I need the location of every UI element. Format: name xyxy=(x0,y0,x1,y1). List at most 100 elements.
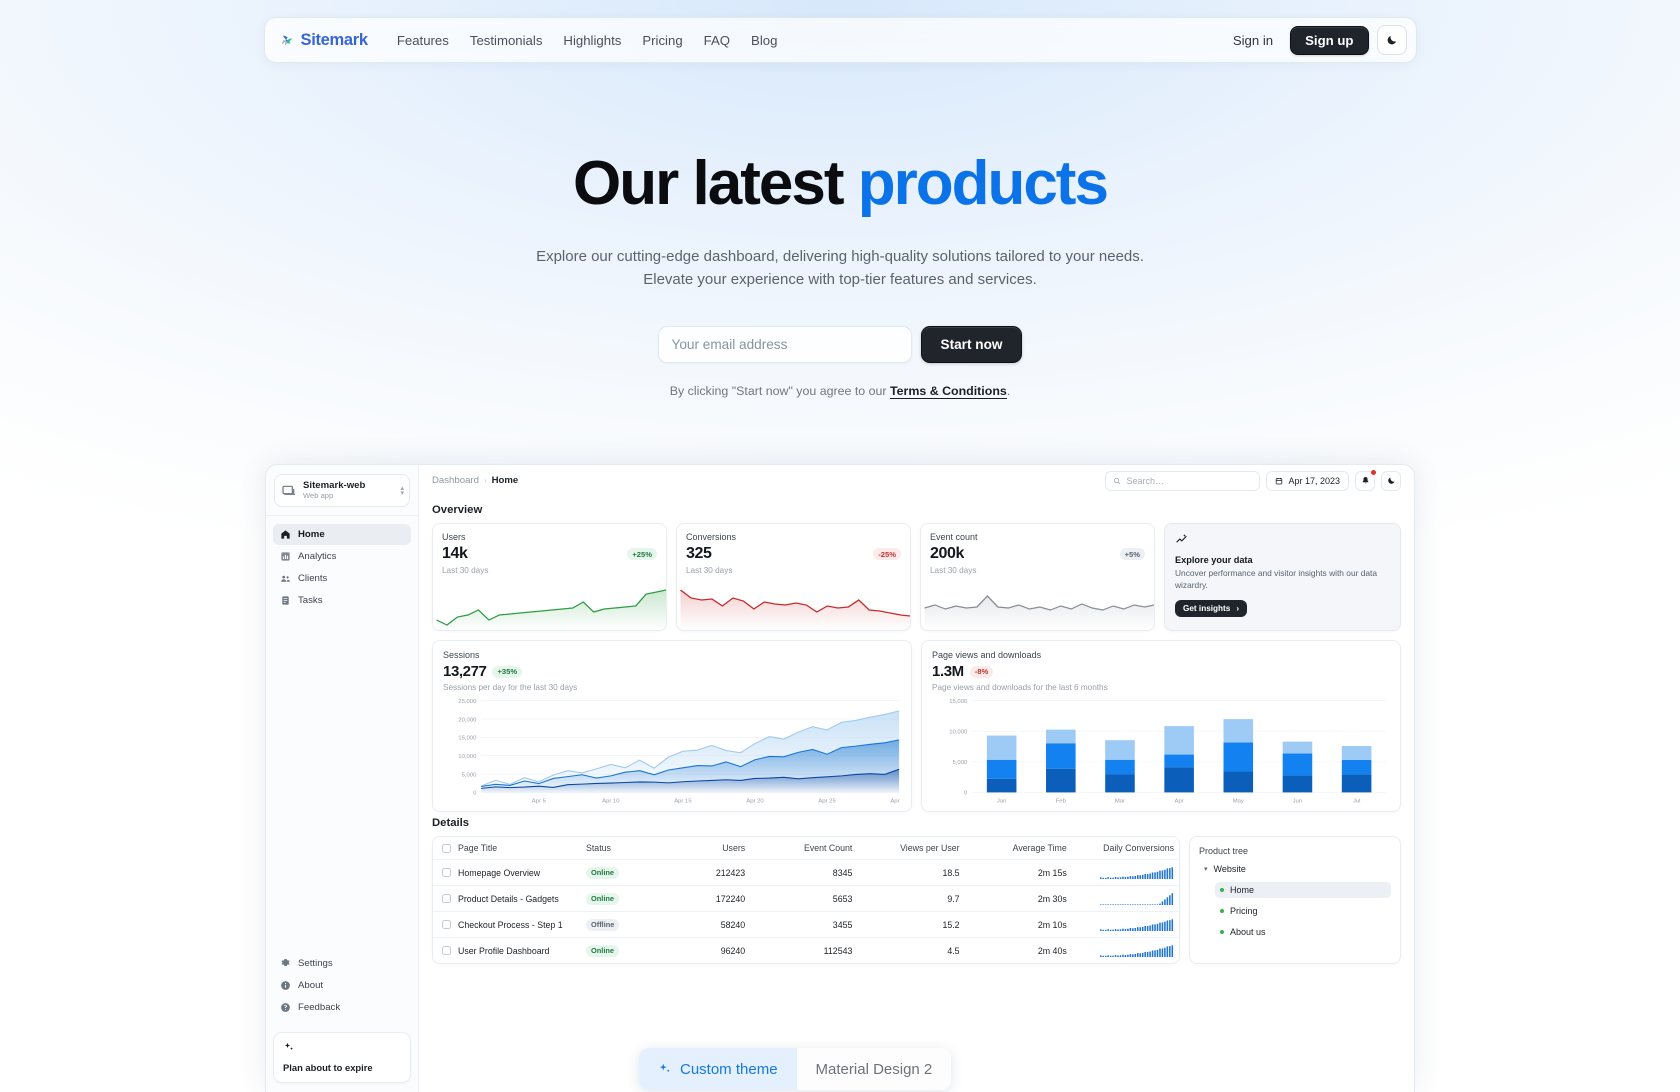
pageviews-chart-card: Page views and downloads 1.3M -8% Page v… xyxy=(921,640,1401,812)
search-input[interactable]: Search… xyxy=(1105,470,1261,491)
sidebar-spacer xyxy=(266,619,418,953)
nav-link-pricing[interactable]: Pricing xyxy=(642,32,683,48)
cell-events: 112543 xyxy=(823,945,853,956)
sidebar-item-feedback[interactable]: Feedback xyxy=(273,997,411,1018)
row-checkbox[interactable] xyxy=(442,868,451,877)
select-all-cell[interactable] xyxy=(433,837,453,860)
tree-node-label: Pricing xyxy=(1230,906,1258,916)
stat-card-row: 200k +5% xyxy=(930,545,1145,563)
table-row[interactable]: Homepage Overview Online 212423 8345 18.… xyxy=(433,859,1179,886)
col-page-title[interactable]: Page Title xyxy=(453,837,581,860)
sidebar-item-tasks[interactable]: Tasks xyxy=(273,590,411,611)
stat-card-event-count[interactable]: Event count 200k +5% Last 30 days xyxy=(920,523,1155,631)
workspace-switcher[interactable]: Sitemark-web Web app ▴ ▾ xyxy=(274,474,410,507)
get-insights-button[interactable]: Get insights › xyxy=(1175,599,1248,617)
cell-events: 3455 xyxy=(832,919,853,930)
nav-link-blog[interactable]: Blog xyxy=(751,32,778,48)
breadcrumb-dashboard[interactable]: Dashboard xyxy=(432,475,479,486)
dark-mode-toggle[interactable] xyxy=(1376,25,1407,55)
sessions-badge: +35% xyxy=(492,665,523,678)
col-daily-conversions[interactable]: Daily Conversions xyxy=(1071,837,1179,860)
stat-card-conversions[interactable]: Conversions 325 -25% Last 30 days xyxy=(676,523,911,631)
svg-text:Jun: Jun xyxy=(1293,798,1303,804)
theme-switcher-overlay: Custom theme Material Design 2 xyxy=(639,1048,952,1090)
tree-node-pricing[interactable]: Pricing xyxy=(1215,903,1391,919)
explore-data-body: Uncover performance and visitor insights… xyxy=(1175,568,1378,590)
info-icon xyxy=(281,981,290,990)
tree-node-about-us[interactable]: About us xyxy=(1215,924,1391,940)
start-now-button[interactable]: Start now xyxy=(920,325,1023,363)
breadcrumb: Dashboard › Home xyxy=(432,475,518,486)
table-row[interactable]: Product Details - Gadgets Online 172240 … xyxy=(433,885,1179,912)
moon-icon xyxy=(1387,477,1394,484)
sign-in-button[interactable]: Sign in xyxy=(1232,32,1274,48)
cell-status: Offline xyxy=(581,912,643,938)
nav-link-highlights[interactable]: Highlights xyxy=(563,32,622,48)
row-checkbox[interactable] xyxy=(442,946,451,955)
terms-disclaimer: By clicking "Start now" you agree to our… xyxy=(0,383,1680,399)
plan-card-title: Plan about to expire xyxy=(283,1062,373,1073)
col-users[interactable]: Users xyxy=(643,837,751,860)
product-tree: Product tree ▾ Website Home Pricing xyxy=(1189,836,1401,964)
row-select-cell[interactable] xyxy=(433,860,453,886)
cell-events: 5653 xyxy=(832,893,853,904)
status-dot-icon xyxy=(1220,909,1224,913)
notifications-button[interactable] xyxy=(1355,469,1376,491)
pageviews-bar-chart[interactable]: 0 5,000 10,000 15,000 Jan Feb Mar Apr May Jun Jul xyxy=(932,697,1390,805)
custom-theme-label: Custom theme xyxy=(680,1060,778,1078)
date-picker[interactable]: Apr 17, 2023 xyxy=(1266,470,1349,491)
sidebar-item-clients[interactable]: Clients xyxy=(273,568,411,589)
select-all-checkbox[interactable] xyxy=(442,843,451,853)
product-tree-title: Product tree xyxy=(1199,846,1249,856)
pageviews-chart-subtitle: Page views and downloads for the last 6 … xyxy=(932,683,1108,692)
row-select-cell[interactable] xyxy=(433,938,453,964)
help-icon xyxy=(281,1003,290,1012)
svg-text:Apr 10: Apr 10 xyxy=(602,798,619,804)
row-select-cell[interactable] xyxy=(433,886,453,912)
svg-text:10,000: 10,000 xyxy=(949,730,967,736)
svg-text:Feb: Feb xyxy=(1056,798,1066,804)
sign-up-button[interactable]: Sign up xyxy=(1290,25,1369,55)
table-row[interactable]: Checkout Process - Step 1 Offline 58240 … xyxy=(433,911,1179,938)
stat-card-row: 14k +25% xyxy=(442,545,657,563)
row-checkbox[interactable] xyxy=(442,920,451,929)
sidebar-item-home[interactable]: Home xyxy=(273,524,411,545)
row-checkbox[interactable] xyxy=(442,894,451,903)
plan-expiry-card[interactable]: Plan about to expire xyxy=(273,1032,411,1083)
dashboard-dark-mode-toggle[interactable] xyxy=(1381,470,1401,491)
material-design-option[interactable]: Material Design 2 xyxy=(796,1048,952,1090)
tree-node-website[interactable]: ▾ Website xyxy=(1199,861,1391,877)
table-row[interactable]: User Profile Dashboard Online 96240 1125… xyxy=(433,937,1179,964)
terms-and-conditions-link[interactable]: Terms & Conditions xyxy=(889,383,1007,399)
col-status[interactable]: Status xyxy=(581,837,643,860)
nav-link-faq[interactable]: FAQ xyxy=(703,32,731,48)
sidebar-item-about[interactable]: About xyxy=(273,975,411,996)
nav-link-testimonials[interactable]: Testimonials xyxy=(469,32,543,48)
nav-link-features[interactable]: Features xyxy=(396,32,449,48)
row-select-cell[interactable] xyxy=(433,912,453,938)
col-views-per-user[interactable]: Views per User xyxy=(857,837,965,860)
cell-time: 2m 30s xyxy=(1037,893,1067,904)
col-average-time[interactable]: Average Time xyxy=(964,837,1072,860)
dashboard-preview-container: Sitemark-web Web app ▴ ▾ Home Analytics xyxy=(0,464,1680,1092)
details-table: Page Title Status Users Event Count View… xyxy=(432,836,1180,964)
email-field[interactable] xyxy=(657,325,912,363)
chevron-updown-icon: ▴ ▾ xyxy=(400,484,403,497)
hero-title-main: Our latest xyxy=(573,149,844,218)
svg-text:Apr 30: Apr 30 xyxy=(890,798,901,804)
custom-theme-option[interactable]: Custom theme xyxy=(639,1048,797,1090)
sidebar-item-analytics[interactable]: Analytics xyxy=(273,546,411,567)
col-event-count[interactable]: Event Count xyxy=(750,837,858,860)
svg-text:25,000: 25,000 xyxy=(458,699,476,705)
stat-card-users[interactable]: Users 14k +25% Last 30 days xyxy=(432,523,667,631)
tree-node-home[interactable]: Home xyxy=(1215,882,1391,898)
sessions-area-chart[interactable]: 0 5,000 10,000 15,000 20,000 25,000 Apr 5 Apr 1… xyxy=(443,697,901,805)
brand-logo[interactable]: Sitemark xyxy=(278,31,368,50)
breadcrumb-home: Home xyxy=(491,475,519,486)
breadcrumb-separator: › xyxy=(483,476,487,485)
people-icon xyxy=(281,575,290,582)
sparkle-icon xyxy=(284,1042,293,1051)
svg-text:0: 0 xyxy=(964,791,967,797)
sidebar-item-settings[interactable]: Settings xyxy=(273,953,411,974)
sidebar-item-label: About xyxy=(298,980,324,991)
